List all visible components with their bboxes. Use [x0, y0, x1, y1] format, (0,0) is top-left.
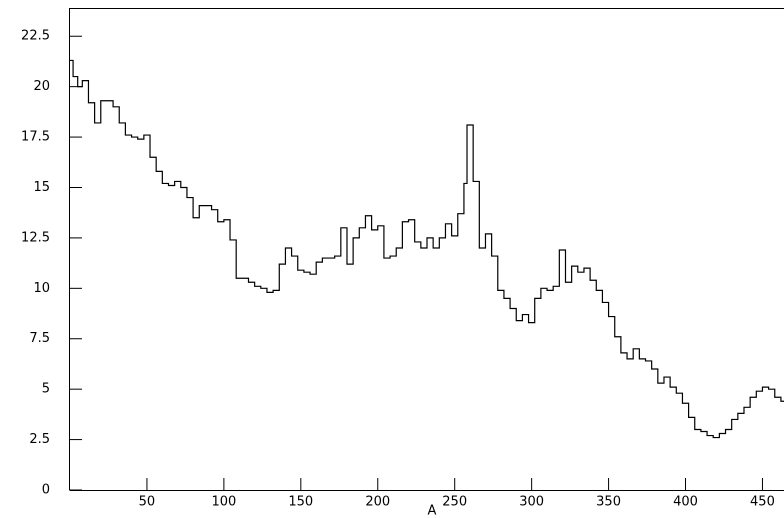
- x-tick-label: 450: [750, 495, 775, 510]
- x-tick-label: 50: [139, 495, 156, 510]
- x-tick-label: 400: [673, 495, 698, 510]
- y-tick-label: 5: [42, 382, 50, 397]
- x-tick-label: 250: [442, 495, 467, 510]
- x-tick-label: 300: [519, 495, 544, 510]
- y-tick-label: 22.5: [21, 29, 50, 44]
- y-tick-label: 0: [42, 483, 50, 498]
- x-axis-label: A: [428, 504, 437, 518]
- x-tick-label: 200: [365, 495, 390, 510]
- y-tick-label: 15: [33, 180, 50, 195]
- x-tick-label: 100: [211, 495, 236, 510]
- y-tick-label: 10: [33, 281, 50, 296]
- y-tick-label: 17.5: [21, 130, 50, 145]
- y-tick-label: 2.5: [29, 432, 50, 447]
- y-tick-label: 7.5: [29, 331, 50, 346]
- y-tick-label: 12.5: [21, 230, 50, 245]
- data-line: [70, 59, 784, 439]
- x-tick-label: 350: [596, 495, 621, 510]
- x-tick-label: 150: [288, 495, 313, 510]
- y-tick-label: 20: [33, 79, 50, 94]
